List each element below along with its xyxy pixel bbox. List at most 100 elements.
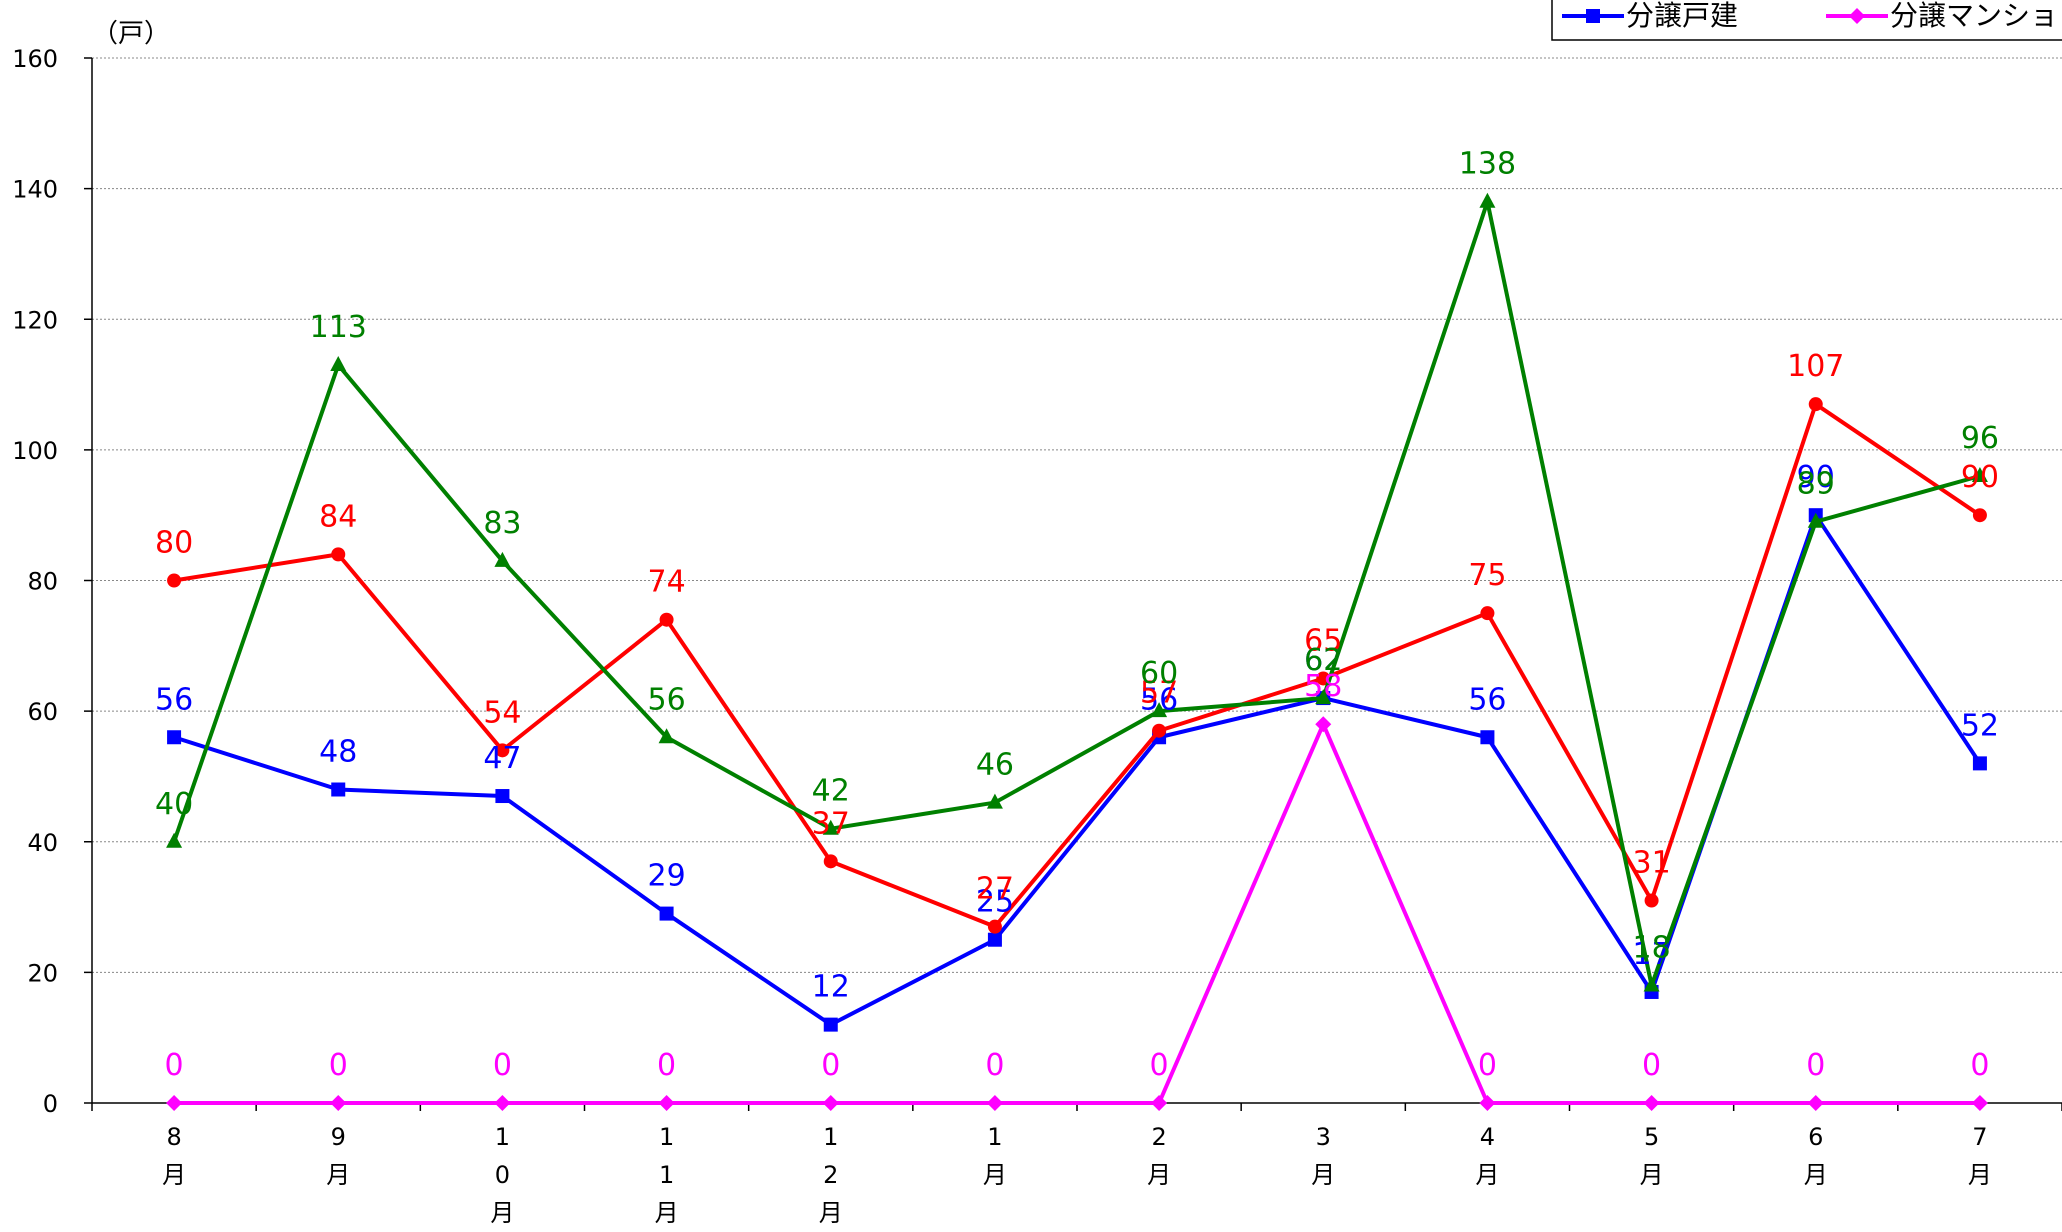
marker-triangle: [658, 728, 675, 744]
marker-diamond: [1971, 1095, 1988, 1111]
marker-triangle: [1151, 702, 1168, 718]
data-label: 42: [812, 774, 850, 809]
data-label: 0: [985, 1048, 1004, 1083]
legend: 分譲戸建 分譲マンション: [1551, 0, 2062, 41]
data-labels: 56 48 47 29 12 25 56 62 56 17 90 52 0 0 0 0 0 0 0 58 0 0 0 0 80 8…: [155, 147, 1999, 1083]
y-tick-label: 100: [12, 437, 58, 465]
y-tick-label: 0: [43, 1090, 58, 1118]
y-tick-label: 40: [27, 829, 58, 857]
marker-triangle: [330, 355, 347, 371]
data-label: 80: [155, 526, 193, 561]
data-label: 138: [1459, 147, 1516, 182]
marker-circle: [495, 743, 510, 758]
marker-diamond: [1807, 1095, 1824, 1111]
legend-item: 分譲マンション: [1826, 0, 2062, 32]
series-line: [173, 513, 1982, 1027]
data-label: 18: [1632, 930, 1670, 965]
y-tick-label: 160: [12, 45, 58, 73]
data-label: 90: [1797, 460, 1835, 495]
marker-triangle: [1315, 689, 1332, 705]
marker-diamond: [1315, 716, 1332, 733]
data-label: 0: [657, 1048, 676, 1083]
marker-circle: [659, 612, 674, 627]
data-label: 62: [1304, 643, 1342, 678]
data-label: 107: [1787, 349, 1844, 384]
legend-label: 分譲マンション: [1890, 0, 2062, 32]
data-label: 74: [647, 565, 685, 600]
data-label: 0: [329, 1048, 348, 1083]
data-label: 56: [1468, 682, 1506, 717]
data-label: 0: [1478, 1048, 1497, 1083]
data-label: 0: [821, 1048, 840, 1083]
marker-diamond: [494, 1095, 511, 1111]
marker-triangle: [1971, 467, 1988, 482]
series-line: [174, 722, 1980, 1105]
marker-diamond: [166, 1095, 183, 1111]
marker-square: [495, 789, 510, 804]
marker-diamond: [658, 1095, 675, 1111]
data-label: 0: [1970, 1048, 1989, 1083]
marker-triangle: [1479, 192, 1496, 208]
marker-circle: [1152, 723, 1167, 738]
data-label: 12: [812, 970, 850, 1005]
data-label: 90: [1961, 460, 1999, 495]
marker-diamond: [986, 1095, 1003, 1111]
marker-square: [823, 1017, 838, 1032]
data-label: 46: [976, 748, 1014, 783]
data-label: 0: [165, 1048, 184, 1083]
marker-circle: [987, 919, 1002, 934]
marker-circle: [1480, 606, 1495, 621]
y-axis-unit-label: （戸）: [92, 19, 170, 49]
data-label: 48: [319, 735, 357, 770]
marker-diamond: [822, 1095, 839, 1111]
marker-circle: [167, 573, 182, 588]
data-label: 0: [1642, 1048, 1661, 1083]
data-label: 0: [1150, 1048, 1169, 1083]
x-axis-ticks: 8 月 9 月 1 0 月 1 1 月 1 2 月 1 月 2 月 3 月 4 月 5 月 6 月 7 月: [91, 1103, 2062, 1227]
y-tick-label: 80: [27, 568, 58, 596]
marker-square: [1586, 9, 1600, 23]
marker-triangle: [166, 832, 183, 848]
data-label: 52: [1961, 708, 1999, 743]
marker-diamond: [330, 1095, 347, 1111]
marker-triangle: [986, 793, 1003, 809]
marker-square: [331, 782, 346, 797]
data-label: 56: [647, 682, 685, 717]
marker-circle: [823, 854, 838, 869]
marker-circle: [1808, 397, 1823, 412]
y-tick-label: 60: [27, 698, 58, 726]
data-label: 0: [1806, 1048, 1825, 1083]
data-label: 47: [483, 741, 521, 776]
data-label: 60: [1140, 656, 1178, 691]
marker-square: [167, 730, 182, 745]
marker-diamond: [1849, 8, 1865, 24]
data-label: 0: [493, 1048, 512, 1083]
legend-box: [1551, 0, 2062, 41]
marker-triangle: [1807, 512, 1824, 528]
marker-circle: [1972, 508, 1987, 523]
data-label: 56: [155, 682, 193, 717]
data-label: 40: [155, 787, 193, 822]
data-label: 27: [976, 872, 1014, 907]
marker-square: [1480, 730, 1495, 745]
data-label: 83: [483, 506, 521, 541]
marker-circle: [331, 547, 346, 562]
y-tick-label: 120: [12, 306, 58, 334]
series-4: [166, 192, 1988, 992]
marker-square: [987, 932, 1002, 947]
data-label: 31: [1632, 846, 1670, 881]
series-2: [166, 716, 1988, 1111]
data-label: 89: [1797, 467, 1835, 502]
data-label: 17: [1632, 937, 1670, 972]
data-label: 84: [319, 499, 357, 534]
marker-square: [1972, 756, 1987, 771]
data-label: 57: [1140, 676, 1178, 711]
